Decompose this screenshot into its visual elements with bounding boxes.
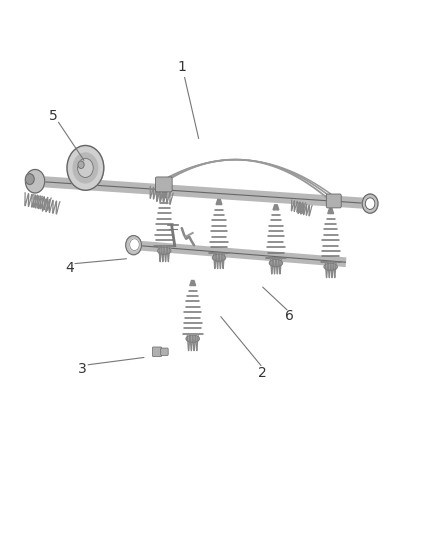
Ellipse shape <box>186 335 199 342</box>
FancyBboxPatch shape <box>161 348 168 356</box>
Text: 1: 1 <box>177 60 186 74</box>
FancyBboxPatch shape <box>326 194 341 208</box>
Ellipse shape <box>324 263 337 270</box>
Polygon shape <box>161 192 167 198</box>
Polygon shape <box>273 205 279 210</box>
FancyBboxPatch shape <box>155 177 172 192</box>
Text: 5: 5 <box>49 109 58 123</box>
Text: 3: 3 <box>78 362 87 376</box>
Circle shape <box>67 146 104 190</box>
Polygon shape <box>190 280 196 286</box>
Circle shape <box>25 169 45 193</box>
Ellipse shape <box>212 254 226 261</box>
Circle shape <box>73 153 98 183</box>
Ellipse shape <box>158 247 171 254</box>
FancyBboxPatch shape <box>152 347 162 357</box>
Circle shape <box>362 194 378 213</box>
Circle shape <box>25 174 34 184</box>
Circle shape <box>130 239 139 251</box>
Text: 2: 2 <box>258 366 267 380</box>
Polygon shape <box>328 208 334 214</box>
Polygon shape <box>216 199 222 205</box>
Text: 6: 6 <box>285 309 293 323</box>
Circle shape <box>78 161 84 168</box>
Text: 4: 4 <box>65 261 74 274</box>
Circle shape <box>365 198 375 209</box>
Circle shape <box>126 236 141 255</box>
Circle shape <box>78 158 93 177</box>
Ellipse shape <box>269 260 283 266</box>
